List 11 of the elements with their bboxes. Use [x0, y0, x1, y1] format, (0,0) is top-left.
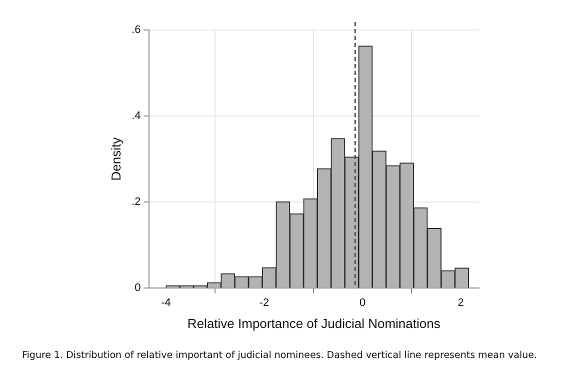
y-tick-label: .2 — [132, 196, 141, 208]
y-tick-label: .4 — [132, 110, 141, 122]
caption: Figure 1. Distribution of relative important of judicial nominees. Dashed vertical line represents mean value. — [22, 350, 538, 361]
y-axis-title: Density — [108, 136, 124, 181]
x-tick-label: 0 — [359, 296, 366, 309]
x-tick-label: -2 — [259, 296, 270, 309]
y-tick-label: .6 — [132, 24, 141, 36]
x-axis-title: Relative Importance of Judicial Nominations — [187, 316, 441, 331]
y-tick-label: 0 — [134, 282, 141, 294]
x-tick-label: 2 — [458, 296, 464, 309]
x-tick-label: -4 — [161, 296, 171, 309]
